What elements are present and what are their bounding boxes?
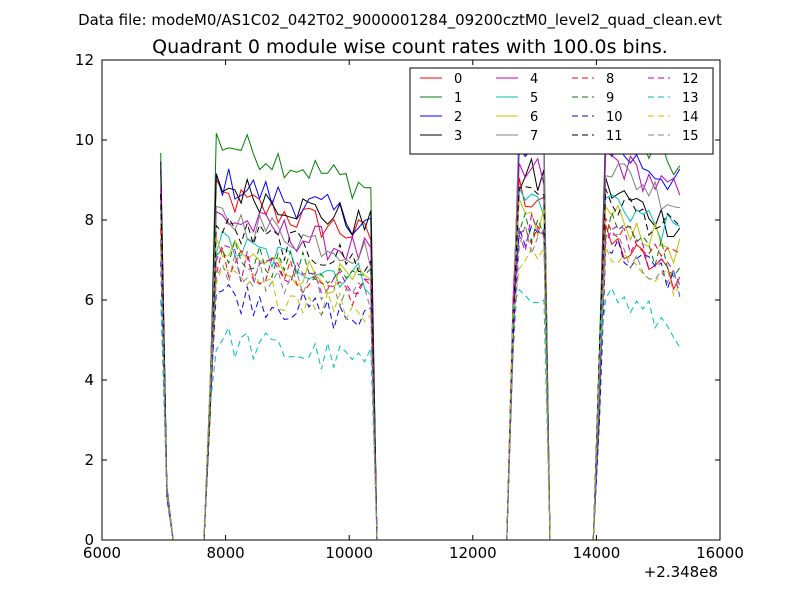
x-tick-label: 14000: [573, 544, 621, 562]
y-tick-label: 8: [84, 211, 94, 229]
y-tick-label: 2: [84, 451, 94, 469]
series-line-11: [160, 186, 681, 541]
series-line-15: [160, 224, 681, 541]
y-tick-label: 12: [75, 51, 94, 69]
legend-frame: [409, 67, 714, 155]
plot-frame: [101, 59, 721, 541]
legend-label-3: 3: [454, 129, 462, 144]
legend-label-10: 10: [606, 110, 623, 125]
legend-label-15: 15: [682, 129, 699, 144]
legend-label-7: 7: [530, 129, 538, 144]
y-tick-label: 6: [84, 291, 94, 309]
legend-label-13: 13: [682, 91, 699, 106]
legend-label-9: 9: [606, 91, 614, 106]
x-tick-label: 12000: [449, 544, 497, 562]
legend-label-1: 1: [454, 91, 462, 106]
series-line-7: [160, 117, 680, 541]
legend-label-5: 5: [530, 91, 538, 106]
series-line-14: [160, 246, 681, 541]
series-line-10: [160, 225, 681, 541]
x-offset-label: +2.348e8: [644, 563, 718, 581]
series-lines: [160, 107, 681, 541]
legend-label-14: 14: [682, 110, 699, 125]
series-line-9: [160, 210, 681, 541]
chart-suptitle: Data file: modeM0/AS1C02_042T02_90000012…: [78, 11, 722, 30]
y-tick-label: 4: [84, 371, 94, 389]
legend-label-0: 0: [454, 72, 462, 87]
legend-label-6: 6: [530, 110, 538, 125]
series-line-8: [160, 217, 681, 541]
x-tick-label: 6000: [83, 544, 121, 562]
legend-label-12: 12: [682, 72, 699, 87]
x-tick-label: 10000: [325, 544, 373, 562]
legend-label-4: 4: [530, 72, 538, 87]
series-line-4: [160, 152, 681, 541]
chart-title: Quadrant 0 module wise count rates with …: [152, 36, 668, 58]
legend-label-11: 11: [606, 129, 623, 144]
y-tick-label: 10: [75, 131, 94, 149]
legend-label-2: 2: [454, 110, 462, 125]
x-tick-label: 16000: [696, 544, 744, 562]
y-tick-label: 0: [84, 531, 94, 549]
legend-label-8: 8: [606, 72, 614, 87]
x-tick-label: 8000: [207, 544, 245, 562]
series-line-13: [160, 287, 681, 541]
